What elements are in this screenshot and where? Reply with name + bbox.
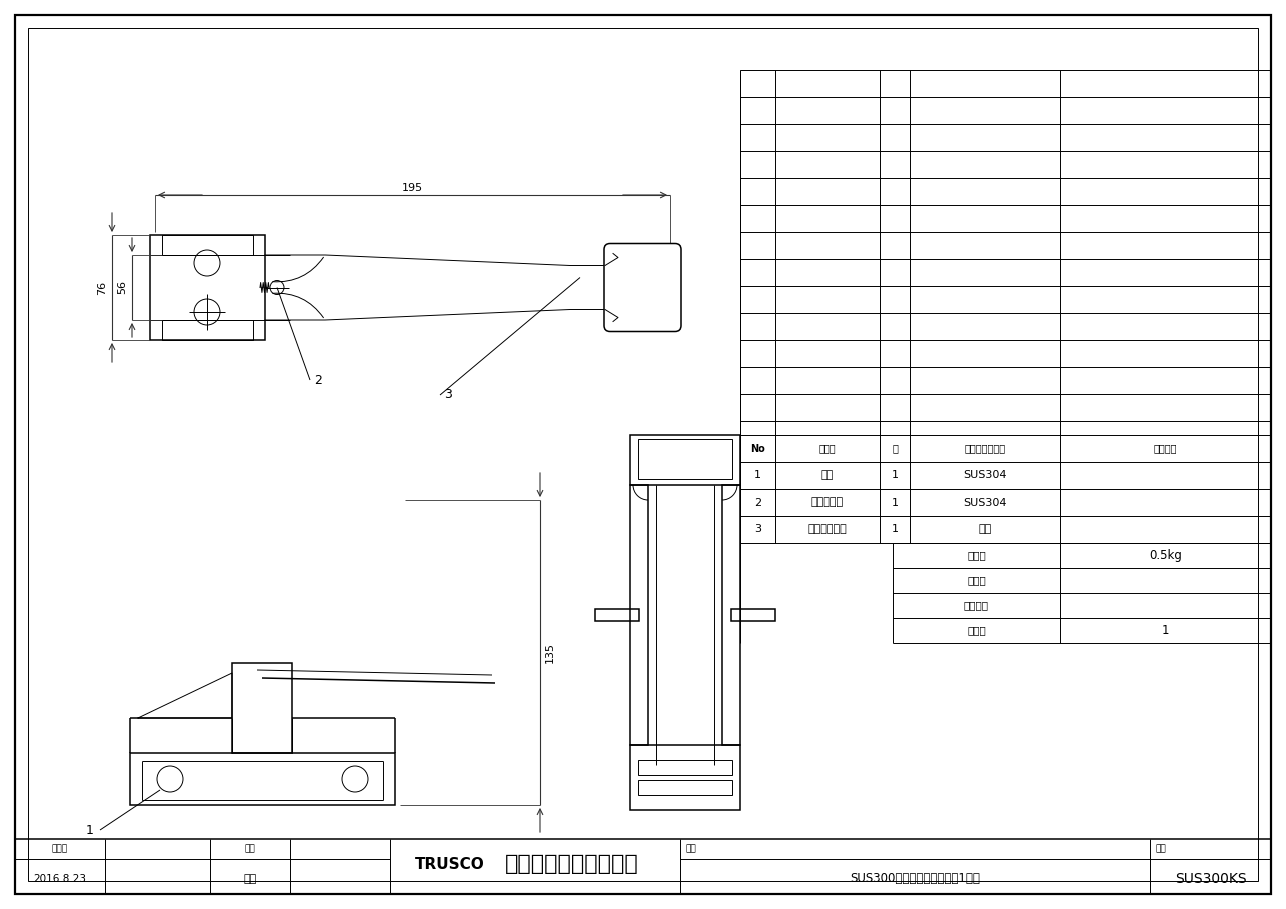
Text: 56: 56 <box>117 281 127 295</box>
Bar <box>130 753 395 805</box>
Text: 1: 1 <box>754 471 761 481</box>
Bar <box>630 485 648 745</box>
Text: 青木: 青木 <box>243 874 257 884</box>
Text: 1: 1 <box>891 497 899 507</box>
Text: 1: 1 <box>891 524 899 534</box>
Text: 材質、厚／品番: 材質、厚／品番 <box>964 444 1006 454</box>
Text: 3: 3 <box>444 388 451 402</box>
Bar <box>638 780 732 795</box>
Text: 2: 2 <box>754 497 761 507</box>
Text: 3: 3 <box>754 524 761 534</box>
Text: 本体: 本体 <box>820 471 835 481</box>
FancyBboxPatch shape <box>604 244 682 332</box>
Text: 1: 1 <box>1161 624 1169 637</box>
Bar <box>630 435 739 485</box>
Bar <box>638 760 732 775</box>
Bar <box>162 235 253 255</box>
Bar <box>638 439 732 479</box>
Text: 品番: 品番 <box>1155 844 1165 854</box>
Text: SUS304: SUS304 <box>963 497 1007 507</box>
Bar <box>630 745 739 810</box>
Text: 1: 1 <box>86 824 94 836</box>
Bar <box>730 609 775 621</box>
Text: 2016.8.23: 2016.8.23 <box>33 874 86 884</box>
Text: 構図: 構図 <box>244 844 256 854</box>
Text: 部品名: 部品名 <box>819 444 836 454</box>
Bar <box>162 320 253 340</box>
Text: 自　重: 自 重 <box>967 551 986 561</box>
Text: トラスコ中山株式会社: トラスコ中山株式会社 <box>505 854 639 874</box>
Text: 塩ビ: 塩ビ <box>979 524 992 534</box>
Text: サイズ: サイズ <box>967 575 986 585</box>
Text: 195: 195 <box>403 183 423 193</box>
Text: 数: 数 <box>892 444 898 454</box>
Text: 表面処理: 表面処理 <box>1154 444 1177 454</box>
Text: 引張りバネ: 引張りバネ <box>811 497 844 507</box>
Text: 1: 1 <box>891 471 899 481</box>
Text: 品名: 品名 <box>685 844 696 854</box>
Bar <box>231 663 292 753</box>
Text: SUS304: SUS304 <box>963 471 1007 481</box>
Text: 135: 135 <box>545 642 556 663</box>
Text: 2: 2 <box>314 374 322 386</box>
Text: 捨包数: 捨包数 <box>967 625 986 635</box>
Text: ペダルカバー: ペダルカバー <box>808 524 847 534</box>
Bar <box>595 609 639 621</box>
Text: 76: 76 <box>96 281 107 295</box>
Text: TRUSCO: TRUSCO <box>415 857 485 872</box>
Text: 積載荷重: 積載荷重 <box>964 601 989 611</box>
Text: SUS300KS: SUS300KS <box>1174 872 1246 886</box>
Text: 0.5kg: 0.5kg <box>1150 549 1182 562</box>
Text: 作成日: 作成日 <box>51 844 68 854</box>
Bar <box>721 485 739 745</box>
Bar <box>150 235 265 340</box>
Text: SUS300番用足踏ストッパー1輪型: SUS300番用足踏ストッパー1輪型 <box>850 873 980 885</box>
Text: No: No <box>750 444 765 454</box>
